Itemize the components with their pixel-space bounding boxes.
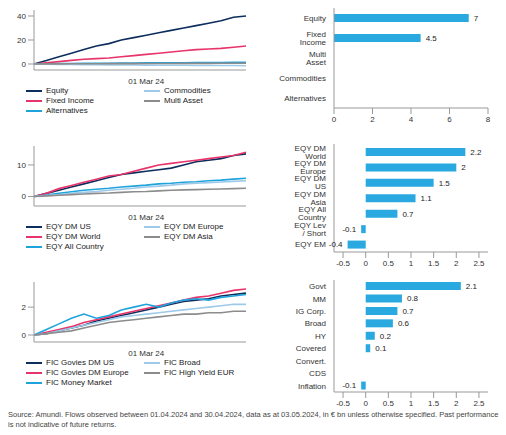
html-text:EQY DM Asia: EQY DM Asia bbox=[164, 232, 213, 241]
svg-text:2.5: 2.5 bbox=[473, 399, 485, 408]
html-text:FIC Govies DM US: FIC Govies DM US bbox=[46, 358, 114, 367]
svg-text:-0.5: -0.5 bbox=[336, 259, 350, 268]
html-text:FIC Govies DM Europe: FIC Govies DM Europe bbox=[46, 368, 129, 377]
html-text:Commodities: Commodities bbox=[164, 86, 211, 95]
svg-text:0: 0 bbox=[22, 192, 27, 201]
svg-text:1.5: 1.5 bbox=[439, 179, 451, 188]
svg-text:2.1: 2.1 bbox=[466, 282, 478, 291]
svg-text:0.6: 0.6 bbox=[398, 319, 410, 328]
svg-text:Covered: Covered bbox=[296, 344, 326, 353]
svg-text:0.1: 0.1 bbox=[375, 344, 387, 353]
svg-text:CDS: CDS bbox=[309, 369, 326, 378]
svg-text:8: 8 bbox=[486, 115, 491, 124]
svg-text:Alternatives: Alternatives bbox=[284, 94, 326, 103]
svg-text:0.5: 0.5 bbox=[383, 259, 395, 268]
html-text:EQY DM: EQY DM bbox=[294, 159, 326, 168]
svg-text:1.1: 1.1 bbox=[421, 194, 433, 203]
html-text:Fixed Income: Fixed Income bbox=[46, 96, 94, 105]
html-text:FIC Broad: FIC Broad bbox=[164, 358, 201, 367]
svg-text:0: 0 bbox=[22, 331, 27, 340]
svg-text:IG Corp.: IG Corp. bbox=[296, 307, 326, 316]
svg-text:Inflation: Inflation bbox=[298, 382, 326, 391]
html-text:Asia: Asia bbox=[310, 197, 326, 207]
svg-text:2: 2 bbox=[22, 303, 27, 312]
html-text:EQY All: EQY All bbox=[298, 205, 326, 215]
svg-text:1: 1 bbox=[409, 399, 414, 408]
html-text:Source: Amundi. Flows observed: Source: Amundi. Flows observed between 0… bbox=[8, 410, 499, 429]
svg-text:HY: HY bbox=[315, 332, 327, 341]
svg-text:0: 0 bbox=[22, 60, 27, 69]
html-text:EQY DM World: EQY DM World bbox=[46, 232, 101, 241]
svg-text:1: 1 bbox=[409, 259, 414, 268]
svg-text:2.2: 2.2 bbox=[470, 148, 482, 157]
html-text:Multi Asset: Multi Asset bbox=[164, 96, 203, 105]
svg-text:1.5: 1.5 bbox=[428, 259, 440, 268]
svg-text:01 Mar 24: 01 Mar 24 bbox=[128, 213, 165, 220]
svg-text:EQY Lev/ Short: EQY Lev/ Short bbox=[294, 221, 327, 238]
html-text:EQY DM Europe: EQY DM Europe bbox=[164, 222, 224, 231]
html-text:EQY DM US: EQY DM US bbox=[46, 222, 91, 231]
html-text:World: World bbox=[305, 151, 326, 161]
svg-text:20: 20 bbox=[17, 36, 26, 45]
svg-text:EQY EM: EQY EM bbox=[295, 240, 326, 249]
svg-text:-0.1: -0.1 bbox=[342, 381, 356, 390]
html-text:Country: Country bbox=[298, 213, 326, 223]
html-text:US: US bbox=[314, 182, 326, 192]
svg-text:Convert.: Convert. bbox=[296, 357, 326, 366]
svg-text:Commodities: Commodities bbox=[279, 74, 326, 83]
svg-text:0: 0 bbox=[363, 259, 368, 268]
html-text:FIC Money Market: FIC Money Market bbox=[46, 378, 112, 387]
svg-text:Broad: Broad bbox=[305, 319, 326, 328]
svg-text:-0.4: -0.4 bbox=[329, 240, 343, 249]
svg-text:2: 2 bbox=[454, 259, 459, 268]
svg-text:2.5: 2.5 bbox=[473, 259, 485, 268]
svg-text:0.8: 0.8 bbox=[407, 294, 419, 303]
html-text:Europe: Europe bbox=[300, 167, 326, 176]
svg-text:40: 40 bbox=[17, 12, 26, 21]
svg-text:01 Mar 24: 01 Mar 24 bbox=[128, 349, 165, 356]
svg-text:0: 0 bbox=[363, 399, 368, 408]
svg-text:0.7: 0.7 bbox=[402, 307, 414, 316]
html-text:Equity: Equity bbox=[46, 86, 69, 95]
svg-text:-0.5: -0.5 bbox=[336, 399, 350, 408]
svg-text:4: 4 bbox=[409, 115, 414, 124]
svg-text:0.5: 0.5 bbox=[383, 399, 395, 408]
svg-text:-0.1: -0.1 bbox=[342, 225, 356, 234]
svg-text:01 Mar 24: 01 Mar 24 bbox=[128, 77, 165, 84]
svg-text:Equity: Equity bbox=[304, 14, 326, 23]
svg-text:0.7: 0.7 bbox=[402, 210, 414, 219]
svg-text:6: 6 bbox=[447, 115, 452, 124]
svg-text:7: 7 bbox=[474, 14, 479, 23]
svg-text:1.5: 1.5 bbox=[428, 399, 440, 408]
html-text:EQY All Country: EQY All Country bbox=[46, 242, 104, 251]
svg-text:0: 0 bbox=[332, 115, 337, 124]
svg-text:Govt: Govt bbox=[309, 282, 327, 291]
svg-text:MM: MM bbox=[313, 295, 327, 304]
svg-text:MultiAsset: MultiAsset bbox=[306, 50, 327, 67]
svg-text:2: 2 bbox=[454, 399, 459, 408]
svg-text:0.2: 0.2 bbox=[380, 332, 392, 341]
html-text:Alternatives: Alternatives bbox=[46, 106, 88, 115]
html-text:EQY DM: EQY DM bbox=[294, 174, 326, 184]
svg-text:2: 2 bbox=[461, 163, 466, 172]
html-text:EQY DM: EQY DM bbox=[294, 189, 326, 199]
svg-text:2: 2 bbox=[370, 115, 375, 124]
html-text:FIC High Yield EUR: FIC High Yield EUR bbox=[164, 368, 235, 377]
svg-text:FixedIncome: FixedIncome bbox=[300, 30, 327, 47]
svg-text:4.5: 4.5 bbox=[426, 34, 438, 43]
svg-text:10: 10 bbox=[17, 161, 26, 170]
html-text:EQY DM: EQY DM bbox=[294, 143, 326, 153]
